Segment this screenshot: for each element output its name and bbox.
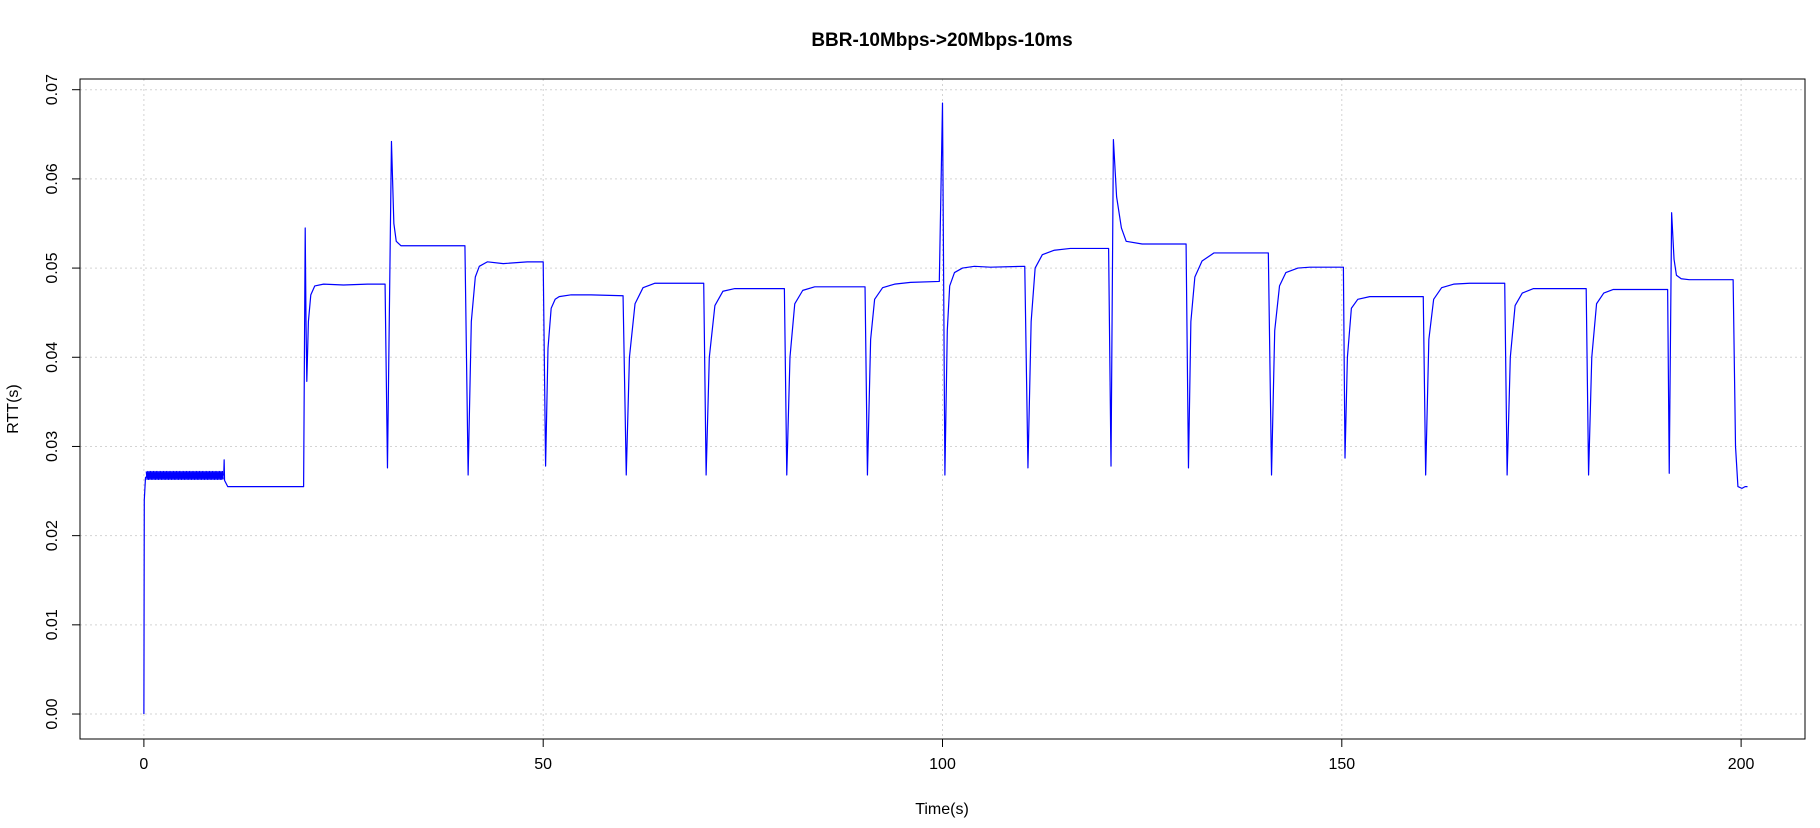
x-tick-label: 200	[1728, 756, 1755, 773]
x-tick-label: 150	[1328, 756, 1355, 773]
y-tick-label: 0.06	[44, 163, 61, 194]
y-axis-label: RTT(s)	[5, 384, 22, 433]
y-tick-label: 0.00	[44, 698, 61, 729]
x-axis: 0 50 100 150 200	[139, 738, 1755, 773]
x-axis-label: Time(s)	[915, 801, 969, 818]
chart-title: BBR-10Mbps->20Mbps-10ms	[811, 30, 1072, 51]
y-tick-label: 0.03	[44, 431, 61, 462]
y-tick-label: 0.04	[44, 342, 61, 373]
y-tick-label: 0.01	[44, 609, 61, 640]
x-tick-label: 100	[929, 756, 956, 773]
series-layer	[143, 102, 1748, 715]
x-tick-label: 0	[139, 756, 148, 773]
y-tick-label: 0.05	[44, 252, 61, 283]
y-tick-label: 0.02	[44, 520, 61, 551]
x-tick-label: 50	[534, 756, 552, 773]
rtt-series-line	[143, 102, 1748, 715]
rtt-oscillation-band	[145, 470, 224, 481]
y-axis: 0.00 0.01 0.02 0.03 0.04 0.05 0.06 0.07	[44, 74, 81, 730]
y-tick-label: 0.07	[44, 74, 61, 105]
